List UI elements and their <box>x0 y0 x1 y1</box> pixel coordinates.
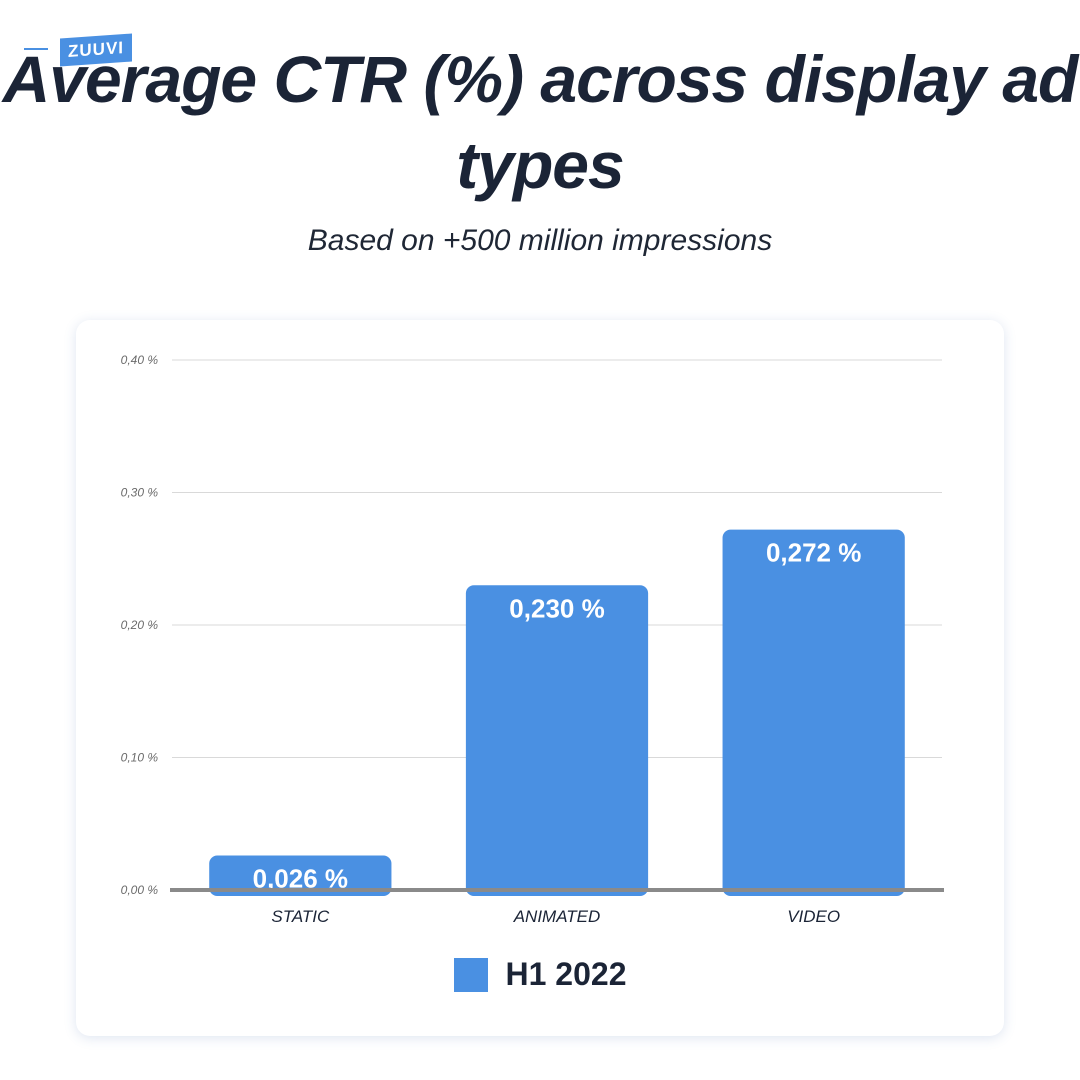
y-tick-label: 0,20 % <box>121 618 159 632</box>
logo-line <box>24 48 48 50</box>
y-tick-label: 0,40 % <box>121 353 159 367</box>
data-label: 0,272 % <box>766 538 861 568</box>
x-tick-label: VIDEO <box>787 907 840 926</box>
page-subtitle: Based on +500 million impressions <box>307 224 773 257</box>
y-tick-label: 0,10 % <box>121 751 159 765</box>
bar <box>722 529 905 896</box>
page-title: Average CTR (%) across display ad types <box>2 42 1079 202</box>
zuuvi-logo: ZUUVI <box>24 32 136 68</box>
x-tick-label: STATIC <box>271 907 330 926</box>
chart-legend: H1 2022 <box>76 956 1004 993</box>
y-tick-label: 0,30 % <box>121 486 159 500</box>
data-label: 0,230 % <box>509 593 604 623</box>
bar <box>209 855 392 896</box>
legend-swatch <box>453 957 488 992</box>
y-tick-label: 0,00 % <box>121 883 159 897</box>
bar <box>465 585 649 896</box>
x-tick-label: ANIMATED <box>513 907 601 926</box>
bar-chart: 0,00 %0,10 %0,20 %0,30 %0,40 %0,026 %STA… <box>121 353 944 926</box>
legend-label: H1 2022 <box>505 956 627 992</box>
chart-card: 0,00 % 0,10 % 0,20 % 0,30 % 0,40 % 0,026 % STA… <box>76 320 1004 1036</box>
